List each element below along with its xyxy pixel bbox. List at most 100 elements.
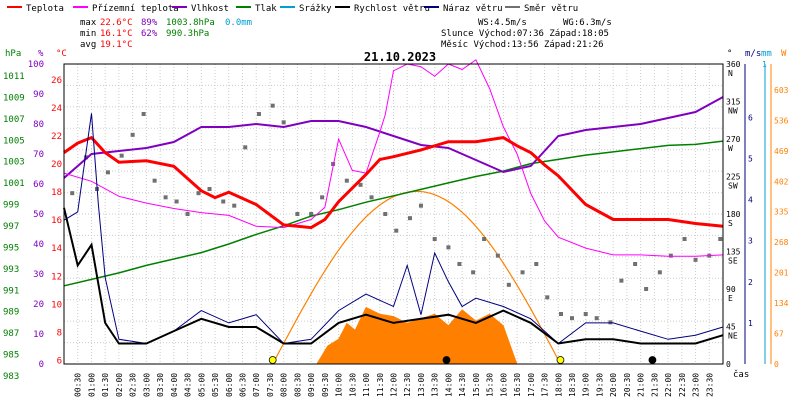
hpa-tick-label: 1009 xyxy=(3,93,25,103)
legend-srazky: Srážky xyxy=(299,4,332,14)
wind-direction-point xyxy=(407,216,412,221)
x-tick-label: 15:30 xyxy=(486,373,495,397)
hpa-tick-label: 995 xyxy=(3,243,19,253)
pct-tick-label: 80 xyxy=(33,120,44,130)
x-tick-label: 16:00 xyxy=(499,373,508,397)
info-ws: WS:4.5m/s xyxy=(478,18,527,28)
sunset-marker xyxy=(556,356,565,364)
stat-min-hum: 62% xyxy=(141,29,158,39)
x-tick-label: 08:00 xyxy=(280,373,289,397)
x-tick-label: 13:00 xyxy=(417,373,426,397)
info-sun: Slunce Východ:07:36 Západ:18:05 xyxy=(441,29,609,39)
x-tick-label: 06:30 xyxy=(238,373,247,397)
series-rychlost xyxy=(63,207,724,345)
stat-max-label: max xyxy=(80,18,97,28)
x-tick-label: 09:00 xyxy=(307,373,316,397)
x-tick-label: 12:00 xyxy=(390,373,399,397)
wind-direction-point xyxy=(520,270,525,275)
dir-tick-compass: N xyxy=(728,69,733,78)
pct-tick-label: 100 xyxy=(28,60,44,70)
wind-direction-point xyxy=(506,282,511,287)
wind-direction-point xyxy=(344,178,349,183)
dir-tick-label: 270 xyxy=(726,135,741,144)
wind-direction-point xyxy=(281,120,286,125)
series-vlhkost xyxy=(63,96,724,179)
ms-tick-label: 2 xyxy=(748,278,753,287)
wind-direction-point xyxy=(358,182,363,187)
stat-avg-label: avg xyxy=(80,40,96,50)
wind-direction-point xyxy=(141,112,146,116)
c-tick-label: 12 xyxy=(51,272,62,282)
wind-direction-point xyxy=(394,228,399,233)
wind-direction-point xyxy=(369,195,374,200)
x-tick-label: 17:30 xyxy=(541,373,550,397)
hpa-tick-label: 1001 xyxy=(3,179,25,189)
wind-direction-point xyxy=(633,262,638,266)
wind-direction-point xyxy=(594,316,599,321)
x-tick-label: 05:00 xyxy=(197,373,206,397)
x-tick-label: 03:30 xyxy=(156,373,165,397)
solar-theoretical-line xyxy=(272,190,561,365)
x-tick-label: 07:30 xyxy=(266,373,275,397)
x-tick-label: 23:00 xyxy=(692,373,701,397)
x-tick-label: 15:00 xyxy=(472,373,481,397)
stat-max-press: 1003.8hPa xyxy=(166,18,215,28)
wind-direction-point xyxy=(119,153,124,158)
series-teplota xyxy=(63,135,724,230)
w-tick-label: 134 xyxy=(774,299,789,308)
w-tick-label: 469 xyxy=(774,147,789,156)
hpa-tick-label: 989 xyxy=(3,308,19,318)
plot-grid xyxy=(64,63,723,365)
pct-tick-label: 30 xyxy=(33,270,44,280)
wind-direction-point xyxy=(657,270,662,275)
wind-direction-point xyxy=(105,170,110,175)
legend: Teplota Přízemní teplota Vlhkost Tlak Sr… xyxy=(7,4,578,14)
axis-ticks: 00:30 01:00 01:30 02:00 02:30 03:00 03:30 04:00… xyxy=(3,60,789,397)
wind-direction-point xyxy=(309,212,314,216)
wind-direction-point xyxy=(174,199,179,204)
wind-direction-point xyxy=(482,237,487,241)
wind-direction-point xyxy=(196,191,201,196)
w-tick-label: 402 xyxy=(774,177,789,186)
x-tick-label: 10:30 xyxy=(348,373,357,397)
hpa-tick-label: 1003 xyxy=(3,158,25,168)
wind-direction-point xyxy=(383,212,388,216)
moonset-marker xyxy=(648,356,657,364)
dir-tick-label: 90 xyxy=(726,285,736,294)
wind-direction-point xyxy=(608,320,613,325)
wind-direction-point xyxy=(583,312,588,316)
wind-direction-point xyxy=(207,187,212,191)
series-naraz xyxy=(63,113,724,345)
pct-tick-label: 10 xyxy=(33,330,44,340)
stat-max-hum: 89% xyxy=(141,18,158,28)
x-tick-label: 04:00 xyxy=(170,373,179,397)
wind-direction-point xyxy=(668,253,673,258)
c-tick-label: 26 xyxy=(51,76,62,86)
ms-tick-label: 3 xyxy=(748,237,753,246)
x-tick-label: 19:00 xyxy=(582,373,591,397)
x-tick-label: 11:00 xyxy=(362,373,371,397)
x-tick-label: 21:00 xyxy=(637,373,646,397)
x-tick-label: 00:30 xyxy=(74,373,83,397)
dir-tick-label: 135 xyxy=(726,248,741,257)
unit-mm: mm xyxy=(761,49,772,59)
dir-tick-compass: NE xyxy=(728,332,738,341)
hpa-tick-label: 997 xyxy=(3,222,19,232)
chart-title: 21.10.2023 xyxy=(364,50,436,64)
dir-tick-compass: NW xyxy=(728,107,738,116)
ms-tick-label: 1 xyxy=(748,319,753,328)
unit-w: W xyxy=(781,49,787,59)
wind-direction-point xyxy=(718,237,723,241)
x-tick-label: 23:30 xyxy=(705,373,714,397)
c-tick-label: 24 xyxy=(51,104,62,114)
wind-direction-point xyxy=(418,203,423,208)
c-tick-label: 8 xyxy=(57,328,62,338)
legend-teplota: Teplota xyxy=(26,4,64,14)
x-tick-label: 02:30 xyxy=(129,373,138,397)
x-tick-label: 16:30 xyxy=(513,373,522,397)
dir-tick-label: 315 xyxy=(726,98,741,107)
dir-tick-compass: S xyxy=(728,219,733,228)
pct-tick-label: 20 xyxy=(33,300,44,310)
x-tick-label: 22:30 xyxy=(678,373,687,397)
hpa-tick-label: 999 xyxy=(3,201,19,211)
